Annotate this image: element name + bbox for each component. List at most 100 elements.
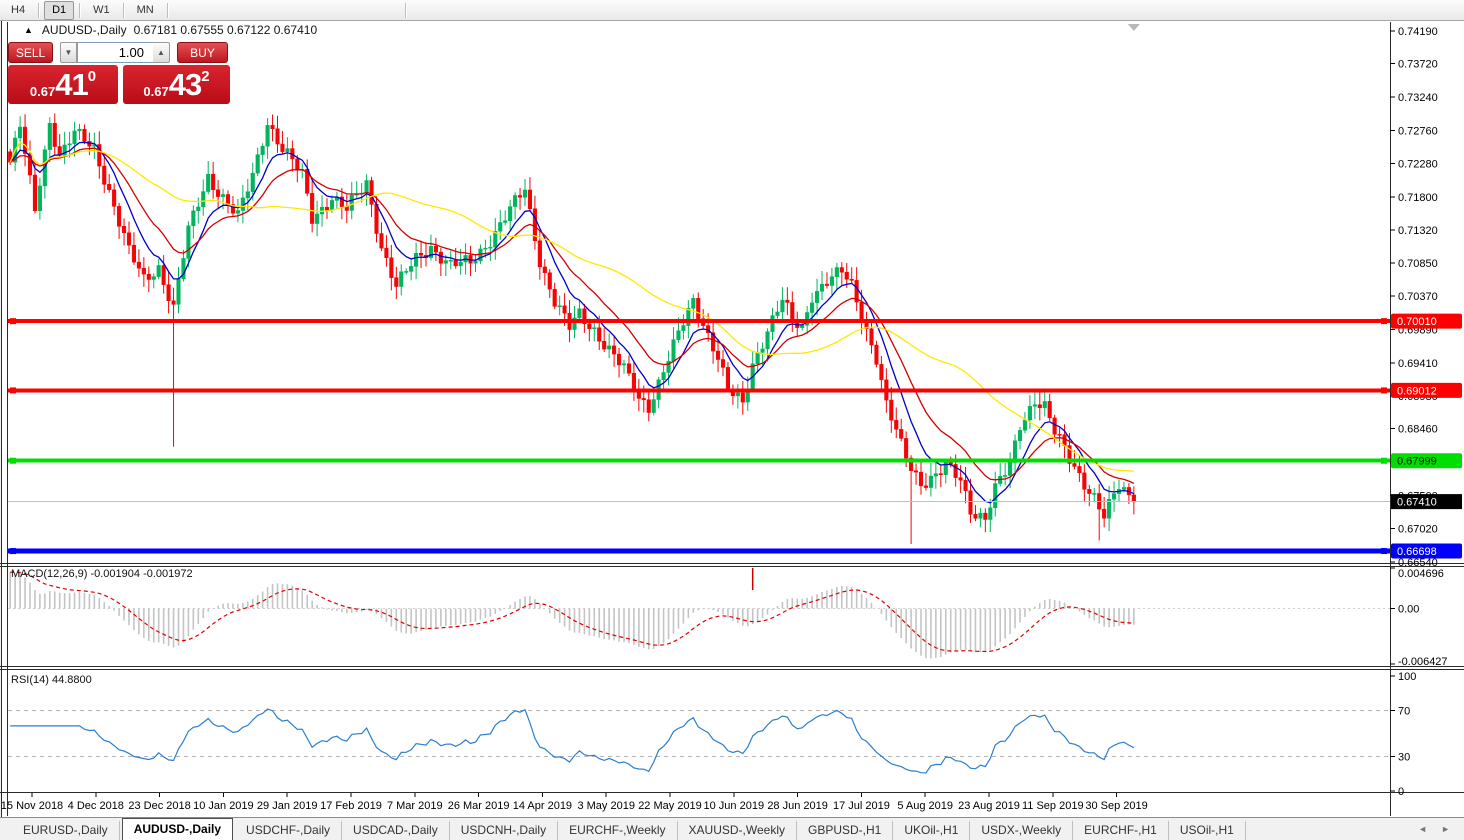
chart-tab[interactable]: USDX-,Weekly — [970, 821, 1074, 840]
chart-tab[interactable]: USOil-,H1 — [1169, 821, 1246, 840]
sell-price-big: 41 — [55, 67, 88, 102]
bear-candle-body — [131, 244, 136, 263]
volume-input[interactable] — [77, 42, 153, 63]
bull-candle-body — [557, 305, 562, 307]
bear-candle-body — [973, 514, 978, 519]
bear-candle-body — [1087, 489, 1092, 494]
bull-candle-body — [819, 283, 825, 292]
chart-tab[interactable]: EURUSD-,Daily — [12, 821, 120, 840]
timeframe-button-mn[interactable]: MN — [136, 3, 154, 16]
bull-candle-body — [265, 125, 270, 147]
bear-candle-body — [82, 128, 87, 142]
timeframe-button-d1[interactable]: D1 — [44, 0, 75, 20]
bull-candle-body — [760, 348, 765, 353]
price-tick-label: 0.73240 — [1398, 92, 1438, 104]
bull-candle-body — [522, 189, 528, 198]
ma-slow-line — [9, 141, 1134, 472]
bull-candle-body — [409, 266, 414, 272]
bull-candle-body — [18, 126, 23, 139]
chart-tab[interactable]: UKOil-,H1 — [893, 821, 971, 840]
bull-candle-body — [800, 324, 805, 328]
bear-candle-body — [225, 194, 231, 205]
level-anchor-marker — [10, 548, 16, 555]
bear-candle-body — [923, 485, 929, 488]
chart-tab[interactable]: EURCHF-,Weekly — [558, 821, 678, 840]
bear-candle-body — [270, 125, 275, 129]
chart-tab[interactable]: USDCHF-,Daily — [235, 821, 343, 840]
chart-tab[interactable]: EURCHF-,H1 — [1073, 821, 1169, 840]
bull-candle-body — [1003, 475, 1008, 477]
date-tick-label: 3 May 2019 — [577, 800, 634, 812]
chart-tab[interactable]: GBPUSD-,H1 — [797, 821, 894, 840]
bull-candle-body — [775, 311, 780, 316]
bull-candle-body — [1008, 462, 1013, 476]
bull-candle-body — [235, 210, 240, 214]
sell-price-display[interactable]: 0.67 41 0 — [8, 65, 118, 104]
date-tick-label: 4 Dec 2018 — [68, 800, 124, 812]
level-price-label-text: 0.69012 — [1397, 385, 1437, 397]
bear-candle-body — [641, 398, 646, 401]
bear-candle-body — [146, 273, 151, 280]
bear-candle-body — [914, 470, 919, 473]
symbol-name: AUDUSD-,Daily — [41, 23, 127, 37]
bear-candle-body — [433, 246, 438, 253]
bear-candle-body — [126, 232, 132, 246]
chart-canvas[interactable]: 0.74190 0.73720 0.73240 0.72760 0.72280 0.718… — [0, 21, 1464, 817]
bull-candle-body — [151, 276, 156, 280]
ma-mid-line — [9, 147, 1135, 484]
chart-tab[interactable]: USDCAD-,Daily — [342, 821, 450, 840]
bull-candle-body — [508, 206, 513, 222]
rsi-tick-label: 70 — [1398, 706, 1410, 718]
bull-candle-body — [671, 339, 676, 362]
symbol-title: ▲ AUDUSD-,Daily 0.67181 0.67555 0.67122 … — [24, 23, 317, 37]
bear-candle-body — [859, 301, 864, 322]
bear-candle-body — [230, 204, 235, 214]
sell-button[interactable]: SELL — [8, 42, 53, 63]
bear-candle-body — [117, 206, 122, 227]
tab-scroll-left-icon[interactable]: ◄ — [1418, 824, 1428, 834]
chevron-down-icon: ▼ — [64, 48, 73, 57]
bull-candle-body — [245, 191, 250, 199]
chart-tab[interactable]: XAUUSD-,Weekly — [678, 821, 797, 840]
buy-price-big: 43 — [168, 67, 202, 102]
symbol-tab-strip: EURUSD-,Daily AUDUSD-,Daily USDCHF-,Daily U… — [0, 817, 1464, 840]
chart-tab[interactable]: AUDUSD-,Daily — [121, 818, 234, 840]
quote-panel-toggle-icon[interactable]: ▲ — [24, 25, 33, 35]
bear-candle-body — [141, 267, 146, 275]
date-tick-label: 5 Aug 2019 — [897, 800, 953, 812]
bear-candle-body — [453, 260, 458, 267]
buy-price-display[interactable]: 0.67 43 2 — [123, 65, 230, 104]
date-tick-label: 15 Nov 2018 — [1, 800, 63, 812]
tab-scroll-right-icon[interactable]: ► — [1441, 824, 1450, 834]
bull-candle-body — [1017, 430, 1023, 442]
bear-candle-body — [527, 189, 533, 210]
bull-candle-body — [1107, 498, 1112, 519]
bear-candle-body — [612, 345, 617, 355]
bull-candle-body — [978, 512, 983, 519]
bull-candle-body — [815, 291, 820, 304]
price-axis[interactable]: 0.74190 0.73720 0.73240 0.72760 0.72280 0.718… — [1390, 26, 1462, 569]
bear-candle-body — [790, 302, 795, 320]
bear-candle-body — [542, 266, 547, 273]
bull-candle-body — [651, 399, 656, 413]
bear-candle-body — [324, 207, 330, 211]
price-tick-label: 0.67020 — [1398, 524, 1438, 536]
bull-candle-body — [488, 246, 493, 249]
bull-candle-body — [829, 276, 834, 286]
timeframe-button-h4[interactable]: H4 — [11, 3, 26, 16]
date-axis[interactable]: 15 Nov 2018 4 Dec 2018 23 Dec 2018 10 Jan 2… — [1, 793, 1148, 812]
timeframe-button-w1[interactable]: W1 — [93, 3, 110, 16]
volume-increase-button[interactable]: ▲ — [153, 42, 170, 63]
bull-candle-body — [414, 253, 419, 267]
bear-candle-body — [879, 364, 884, 381]
bear-candle-body — [740, 392, 745, 403]
bull-candle-body — [176, 278, 181, 305]
bull-candle-body — [577, 308, 582, 319]
buy-button[interactable]: BUY — [177, 42, 228, 63]
bull-candle-body — [201, 191, 206, 208]
bear-candle-body — [617, 353, 622, 366]
bear-candle-body — [874, 344, 879, 365]
volume-decrease-button[interactable]: ▼ — [60, 42, 77, 63]
bull-candle-body — [1092, 493, 1097, 495]
chart-tab[interactable]: USDCNH-,Daily — [450, 821, 559, 840]
